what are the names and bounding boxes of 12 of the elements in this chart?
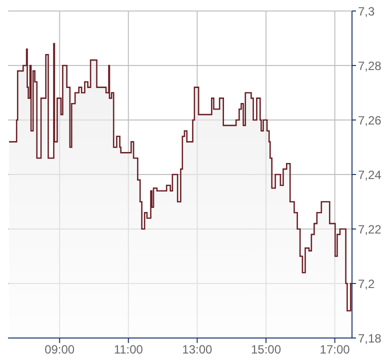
x-tick-label: 17:00 — [320, 342, 350, 357]
x-tick-label: 15:00 — [250, 342, 282, 357]
y-tick-label: 7,3 — [358, 4, 376, 18]
y-tick-label: 7,18 — [358, 331, 382, 346]
y-tick-label: 7,24 — [358, 168, 382, 182]
y-tick-label: 7,2 — [358, 276, 376, 291]
x-tick-label: 09:00 — [44, 342, 75, 357]
y-tick-label: 7,26 — [358, 113, 382, 128]
y-tick-label: 7,28 — [358, 58, 382, 73]
y-tick-label: 7,22 — [358, 222, 382, 236]
x-tick-label: 13:00 — [182, 342, 213, 357]
x-tick-label: 11:00 — [114, 342, 144, 357]
